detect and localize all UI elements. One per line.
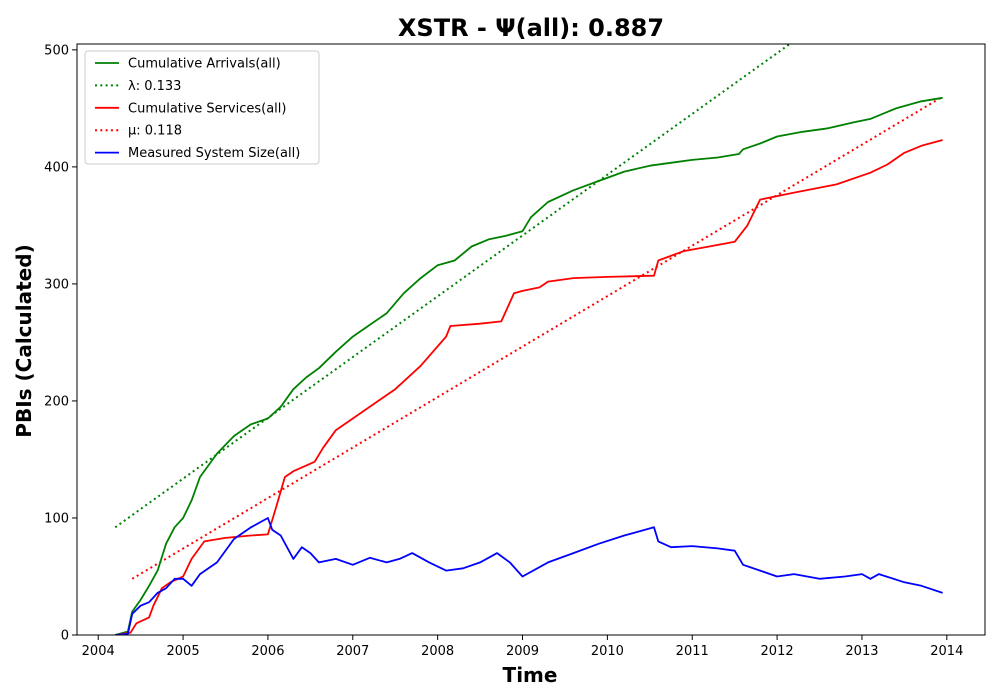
legend-box xyxy=(84,50,320,165)
legend-label: λ: 0.133 xyxy=(128,79,181,94)
x-tick-label: 2013 xyxy=(845,644,878,659)
x-tick-label: 2008 xyxy=(421,644,454,659)
x-tick-label: 2004 xyxy=(82,644,115,659)
y-tick-label: 0 xyxy=(61,629,69,644)
series-line-4 xyxy=(115,517,943,635)
y-tick-label: 100 xyxy=(44,511,69,526)
series-line-0 xyxy=(114,96,943,635)
legend-label: Cumulative Services(all) xyxy=(128,101,286,116)
y-tick-label: 400 xyxy=(44,160,69,175)
x-tick-label: 2014 xyxy=(930,644,963,659)
x-tick-label: 2006 xyxy=(251,644,284,659)
x-axis-label: Time xyxy=(503,663,558,687)
y-tick-label: 500 xyxy=(44,43,69,58)
legend-label: Cumulative Arrivals(all) xyxy=(128,57,281,72)
axis-ticks: 2004 2005 2006 2007 2008 2009 2010 2011 2012 2013… xyxy=(44,43,963,659)
y-tick-label: 200 xyxy=(44,394,69,409)
x-tick-label: 2007 xyxy=(336,644,369,659)
chart-title: XSTR - Ψ(all): 0.887 xyxy=(398,14,664,42)
y-axis-label: PBIs (Calculated) xyxy=(12,244,36,437)
y-tick-label: 300 xyxy=(44,277,69,292)
x-tick-label: 2011 xyxy=(676,644,709,659)
x-tick-label: 2012 xyxy=(761,644,794,659)
x-tick-label: 2010 xyxy=(591,644,624,659)
plot-frame xyxy=(76,43,986,636)
legend-label: μ: 0.118 xyxy=(128,124,182,139)
x-tick-label: 2009 xyxy=(506,644,539,659)
legend: Cumulative Arrivals(all) λ: 0.133 Cumulati… xyxy=(84,50,320,165)
legend-label: Measured System Size(all) xyxy=(128,146,300,161)
series-line-3 xyxy=(131,95,944,580)
series-line-1 xyxy=(114,44,791,529)
series-line-2 xyxy=(115,139,943,635)
x-tick-label: 2005 xyxy=(167,644,200,659)
